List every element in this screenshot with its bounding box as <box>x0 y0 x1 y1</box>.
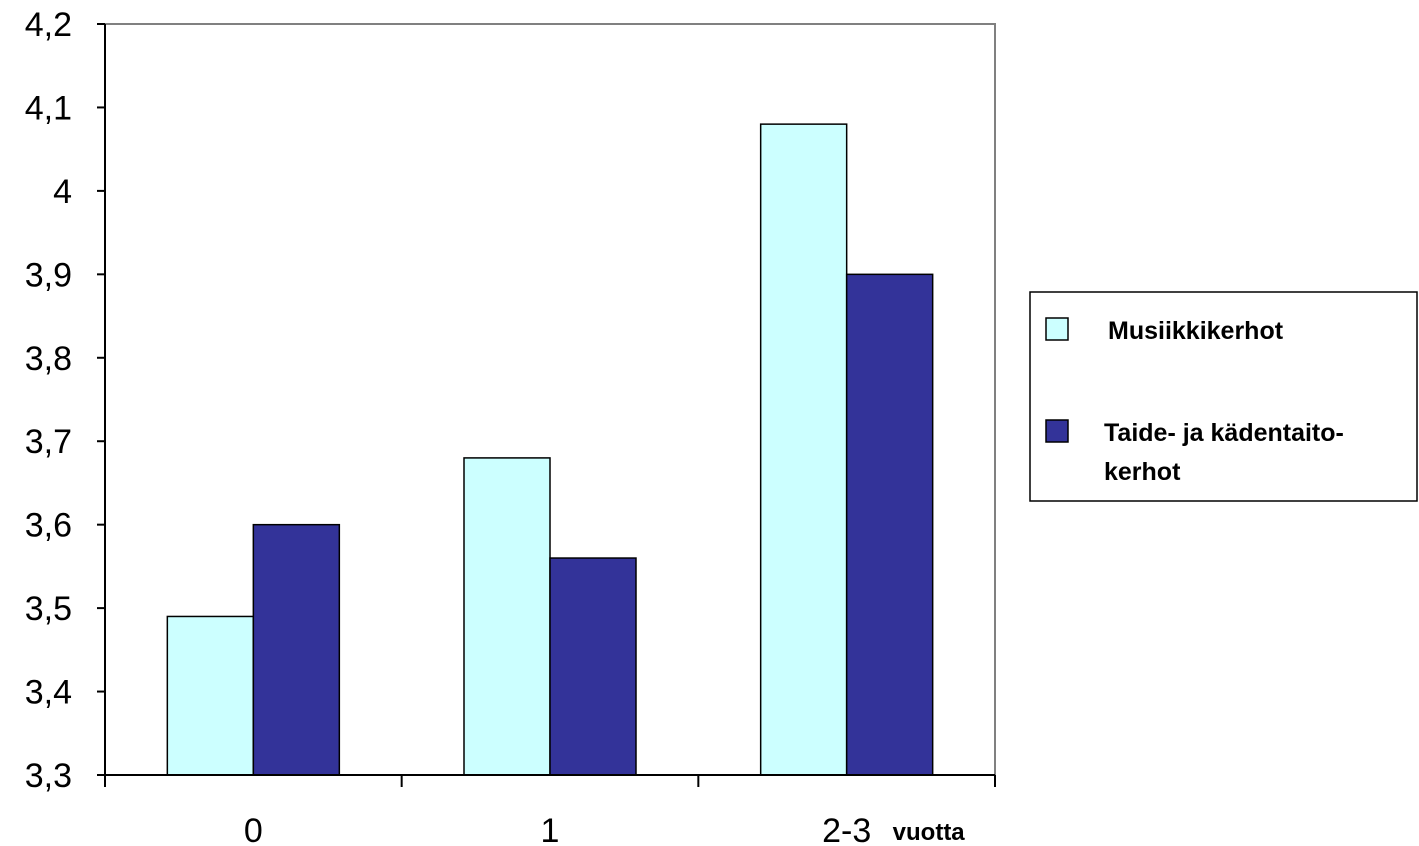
y-tick-label: 3,5 <box>25 590 72 628</box>
x-tick-label: 0 <box>244 812 263 846</box>
bar-taide-kadentaitokerhot <box>845 273 934 776</box>
y-tick-label: 3,8 <box>25 340 72 378</box>
y-tick-label: 3,7 <box>25 423 72 461</box>
y-tick-label: 4,1 <box>25 89 72 127</box>
bar-musiikkikerhot <box>463 457 551 776</box>
legend-box <box>1029 291 1418 502</box>
legend-label: kerhot <box>1104 458 1181 486</box>
x-tick-label: 2-3 <box>822 812 871 846</box>
y-tick-label: 3,3 <box>25 757 72 795</box>
y-ticks-group: 3,3 3,4 3,5 3,6 3,7 3,8 3,9 4 4,1 4,2 <box>25 6 105 795</box>
y-tick-label: 3,9 <box>25 256 72 294</box>
legend-swatch <box>1045 419 1069 443</box>
y-tick-label: 4 <box>53 173 72 211</box>
legend-label: Musiikkikerhot <box>1108 317 1284 345</box>
bar-taide-kadentaitokerhot <box>549 557 637 776</box>
legend: Musiikkikerhot Taide- ja kädentaito-kerho… <box>1029 291 1418 502</box>
y-tick-label: 3,6 <box>25 507 72 545</box>
x-labels-group: 0 1 2-3 vuotta <box>104 775 996 846</box>
y-tick-label: 3,4 <box>25 674 72 712</box>
legend-swatch <box>1045 317 1069 341</box>
bar-musiikkikerhot <box>759 123 848 776</box>
legend-label: Taide- ja kädentaito- <box>1104 419 1344 447</box>
y-tick-label: 4,2 <box>25 6 72 44</box>
bars-group <box>166 123 934 776</box>
bar-taide-kadentaitokerhot <box>252 523 341 776</box>
axes-group <box>104 24 995 776</box>
x-tick-label: 1 <box>541 812 560 846</box>
x-unit-label: vuotta <box>893 819 966 846</box>
bar-musiikkikerhot <box>166 615 255 776</box>
